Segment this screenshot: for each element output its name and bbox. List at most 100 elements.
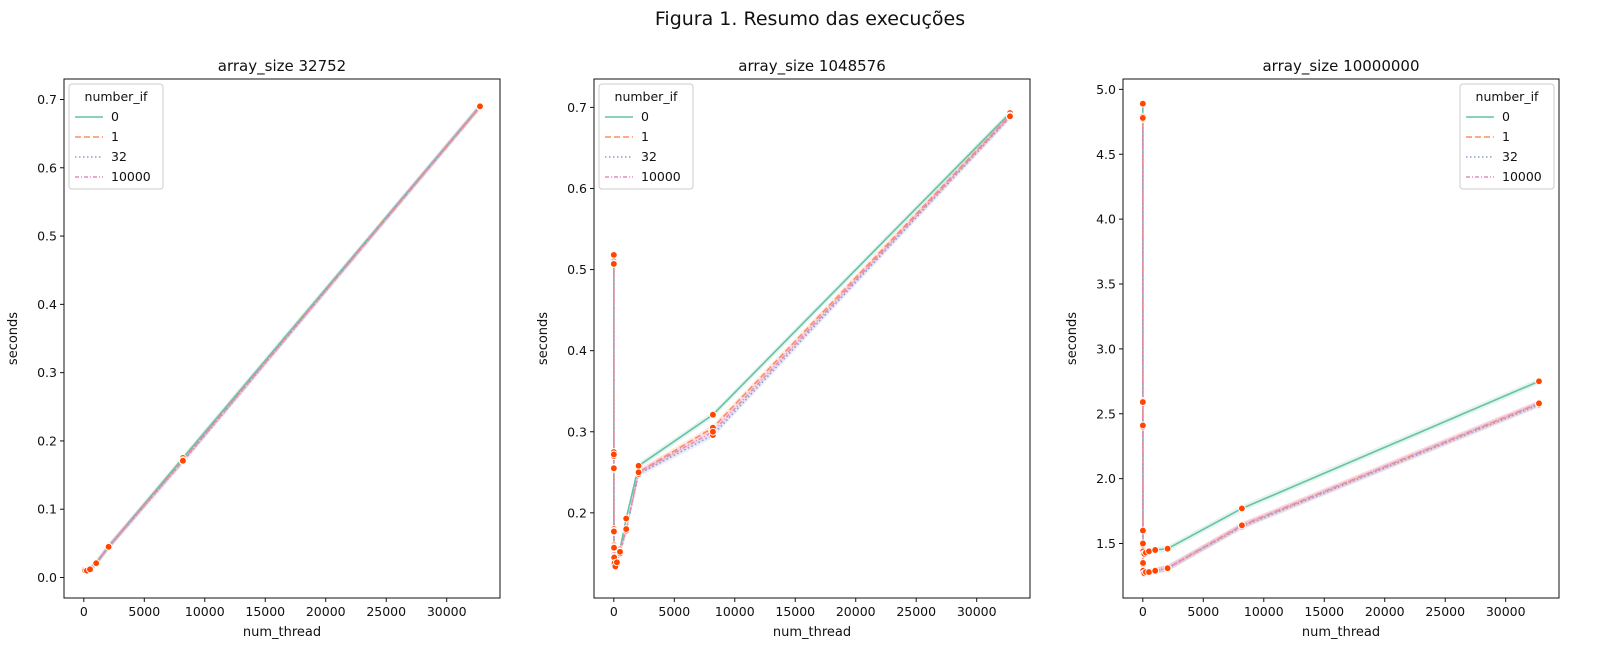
y-tick-label: 0.3 (567, 424, 587, 439)
legend-entry-1: 1 (1502, 129, 1510, 144)
legend-entry-32: 32 (111, 149, 127, 164)
x-tick-label: 15000 (1304, 604, 1344, 619)
x-tick-label: 5000 (658, 604, 690, 619)
data-point (104, 542, 113, 551)
y-tick-label: 2.0 (1096, 471, 1116, 486)
data-point (1163, 564, 1172, 573)
x-tick-label: 25000 (1425, 604, 1465, 619)
series-band-32 (1142, 116, 1539, 577)
y-tick-label: 3.0 (1096, 341, 1116, 356)
data-point (1151, 546, 1160, 554)
data-point (1139, 421, 1147, 430)
series-line-32 (613, 116, 1011, 568)
x-tick-label: 0 (610, 604, 618, 619)
data-point (1145, 568, 1153, 576)
legend-title: number_if (1476, 89, 1540, 104)
y-tick-label: 0.4 (37, 297, 57, 312)
data-point (709, 410, 717, 419)
data-point (1535, 399, 1543, 408)
y-tick-label: 5.0 (1096, 82, 1116, 97)
legend-entry-1: 1 (641, 129, 649, 144)
x-tick-label: 20000 (1365, 604, 1405, 619)
data-point (610, 543, 618, 552)
legend-box (1459, 83, 1555, 190)
series-band-10000 (1142, 114, 1539, 577)
subplot-1: array_size 32752 0 5000 10000 15000 20000 2500… (6, 57, 501, 640)
y-tick-label: 0.7 (567, 100, 587, 115)
y-tick-label: 0.6 (37, 160, 57, 175)
data-point (1151, 566, 1160, 575)
y-axis-label: seconds (6, 312, 21, 365)
y-tick-label: 2.5 (1096, 406, 1116, 421)
data-point (1138, 398, 1147, 406)
x-tick-label: 5000 (128, 604, 160, 619)
y-tick-label: 0.5 (567, 262, 587, 277)
data-point (1163, 544, 1172, 553)
y-tick-label: 0.6 (567, 181, 587, 196)
subplot-title: array_size 1048576 (738, 57, 886, 76)
x-tick-label: 0 (80, 604, 88, 619)
data-point (1238, 521, 1246, 530)
legend-entry-0: 0 (641, 109, 649, 124)
data-point (179, 456, 187, 465)
legend-box (598, 83, 694, 190)
x-tick-label: 30000 (427, 604, 467, 619)
legend-entry-1: 1 (111, 129, 119, 144)
subplot-2: array_size 1048576 0 5000 10000 15000 20000 25… (536, 57, 1031, 640)
legend-entry-0: 0 (1502, 109, 1510, 124)
data-point (610, 527, 618, 536)
legend-entry-32: 32 (1502, 149, 1518, 164)
data-point (634, 461, 643, 470)
data-point (1138, 99, 1147, 108)
plot-area (79, 102, 484, 575)
series-band-0 (613, 109, 1010, 568)
data-point (1139, 526, 1147, 535)
plot-area (609, 109, 1014, 572)
y-tick-label: 3.5 (1096, 277, 1116, 292)
x-axis-label: num_thread (243, 625, 321, 640)
legend-title: number_if (615, 89, 679, 104)
legend: number_if 0 1 32 10000 (598, 83, 694, 190)
x-tick-label: 10000 (185, 604, 225, 619)
legend-entry-10000: 10000 (641, 169, 681, 184)
x-tick-label: 25000 (366, 604, 406, 619)
subplot-title: array_size 10000000 (1262, 57, 1419, 76)
y-tick-label: 0.1 (37, 502, 57, 517)
data-point (1006, 112, 1014, 121)
data-point (1139, 539, 1147, 548)
x-axis-label: num_thread (773, 625, 851, 640)
series-band-1 (83, 103, 480, 574)
y-axis-label: seconds (536, 312, 551, 365)
x-tick-label: 20000 (306, 604, 346, 619)
x-tick-label: 30000 (1486, 604, 1526, 619)
x-tick-label: 0 (1139, 604, 1147, 619)
data-point (622, 514, 631, 523)
y-tick-label: 0.7 (37, 92, 57, 107)
x-tick-label: 15000 (775, 604, 815, 619)
data-point (92, 559, 101, 568)
x-axis-label: num_thread (1302, 625, 1380, 640)
y-axis-label: seconds (1065, 312, 1080, 365)
legend: number_if 0 1 32 10000 (1459, 83, 1555, 190)
data-point (609, 251, 618, 259)
legend-title: number_if (85, 89, 149, 104)
legend-entry-10000: 10000 (1502, 169, 1542, 184)
data-point (1138, 114, 1147, 122)
figure-title: Figura 1. Resumo das execuções (655, 8, 965, 30)
data-point (1535, 377, 1543, 386)
subplot-3: array_size 10000000 0 5000 10000 15000 20000 2… (1065, 57, 1560, 640)
data-point (1139, 559, 1147, 567)
y-tick-label: 0.4 (567, 343, 587, 358)
data-point (634, 468, 643, 477)
series-band-32 (83, 103, 480, 574)
series-band-1 (613, 112, 1010, 570)
data-point (476, 102, 484, 111)
y-tick-label: 0.5 (37, 229, 57, 244)
y-tick-label: 0.0 (37, 570, 57, 585)
plot-area (1138, 99, 1543, 578)
series-band-1 (1142, 113, 1539, 577)
x-tick-label: 20000 (836, 604, 876, 619)
series-band-10000 (83, 103, 480, 574)
data-point (610, 464, 618, 473)
data-point (616, 547, 624, 556)
